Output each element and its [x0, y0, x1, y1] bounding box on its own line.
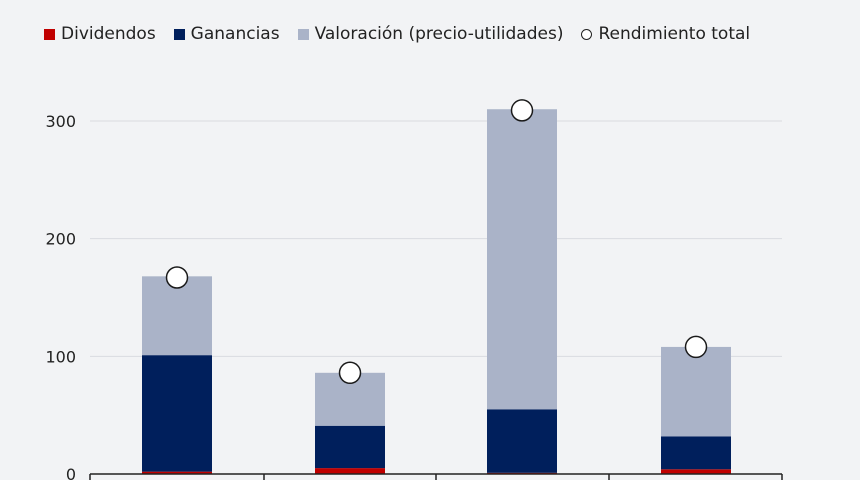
legend-label-total-return: Rendimiento total — [598, 24, 751, 44]
legend-swatch-valuation — [297, 28, 309, 40]
bar-segment-dividends-2 — [315, 468, 385, 474]
legend-item-total-return: Rendimiento total — [581, 24, 750, 44]
bar-segment-earnings-2 — [315, 425, 385, 469]
legend-item-dividends: Dividendos — [44, 24, 156, 44]
legend-swatch-earnings — [173, 28, 185, 40]
bar-segment-valuation-1 — [142, 276, 212, 356]
bar-segment-valuation-4 — [661, 346, 731, 437]
legend-swatch-dividends — [44, 28, 55, 40]
legend-item-earnings: Ganancias — [173, 24, 280, 44]
legend-label-earnings: Ganancias — [190, 24, 280, 44]
chart-legend: Dividendos Ganancias Valoración (precio-… — [44, 24, 750, 44]
legend-marker-total-return — [581, 28, 593, 40]
total-return-marker-2 — [338, 361, 362, 385]
y-tick-label-100: 100 — [45, 347, 76, 366]
bar-segment-dividends-4 — [661, 469, 731, 474]
legend-label-valuation: Valoración (precio-utilidades) — [314, 24, 564, 44]
legend-item-valuation: Valoración (precio-utilidades) — [297, 24, 564, 44]
bar-segment-earnings-4 — [661, 436, 731, 470]
bar-segment-earnings-1 — [142, 355, 212, 472]
legend-label-dividends: Dividendos — [61, 24, 156, 44]
bar-segment-valuation-3 — [487, 109, 557, 410]
y-tick-label-0: 0 — [66, 465, 76, 480]
bar-segment-dividends-1 — [142, 471, 212, 474]
total-return-marker-3 — [510, 99, 534, 122]
y-tick-label-300: 300 — [45, 112, 76, 131]
total-return-marker-1 — [165, 266, 189, 289]
bar-segment-earnings-3 — [487, 409, 557, 473]
y-tick-label-200: 200 — [45, 230, 76, 249]
total-return-marker-4 — [684, 335, 708, 359]
